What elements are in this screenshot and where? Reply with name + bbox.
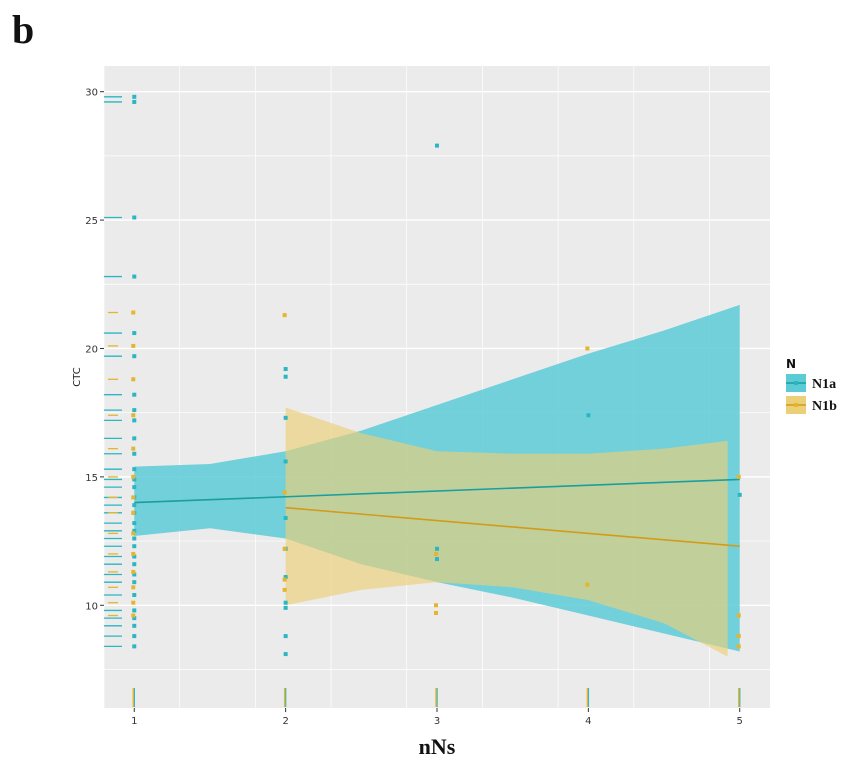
data-point-n1a bbox=[132, 634, 137, 639]
data-point-n1a bbox=[132, 467, 137, 472]
y-tick-label: 20 bbox=[85, 344, 98, 355]
y-tick-label: 15 bbox=[85, 473, 98, 484]
confidence-bands bbox=[134, 304, 740, 657]
data-point-n1b bbox=[282, 546, 287, 551]
data-point-n1b bbox=[434, 551, 438, 556]
data-point-n1b bbox=[736, 613, 741, 618]
data-point-n1a bbox=[132, 562, 137, 567]
data-point-n1a bbox=[283, 367, 288, 372]
data-point-n1a bbox=[132, 616, 137, 621]
data-point-n1b bbox=[131, 551, 136, 556]
data-point-n1b bbox=[131, 446, 136, 451]
data-point-n1a bbox=[132, 580, 137, 585]
data-point-n1a bbox=[132, 331, 137, 336]
axis-ticks: 1 2 3 4 5 10 15 20 25 30 bbox=[85, 88, 743, 727]
data-point-n1a bbox=[132, 503, 137, 508]
data-point-n1b bbox=[282, 313, 287, 318]
data-point-n1a bbox=[132, 354, 137, 359]
data-point-n1a bbox=[132, 274, 137, 279]
legend-label-n1a: N1a bbox=[812, 377, 836, 392]
data-point-n1a bbox=[132, 608, 137, 613]
data-point-n1a bbox=[283, 634, 288, 639]
data-point-n1b bbox=[282, 587, 287, 592]
x-tick-label: 3 bbox=[434, 716, 440, 727]
data-point-n1a bbox=[283, 605, 288, 610]
data-point-n1b bbox=[736, 634, 741, 639]
trend-line-n1a bbox=[134, 478, 740, 504]
data-point-n1b bbox=[736, 644, 741, 649]
data-point-n1a bbox=[132, 544, 137, 549]
data-point-n1a bbox=[283, 374, 288, 379]
legend-title: N bbox=[786, 357, 796, 371]
data-point-n1a bbox=[132, 623, 137, 628]
data-point-n1b bbox=[131, 310, 136, 315]
data-point-n1b bbox=[434, 603, 438, 608]
data-point-n1b bbox=[131, 413, 136, 418]
data-point-n1a bbox=[132, 477, 137, 482]
legend: N N1a N1b bbox=[786, 357, 837, 414]
data-point-n1a bbox=[435, 557, 439, 562]
data-point-n1a bbox=[132, 215, 137, 220]
data-point-n1b bbox=[434, 610, 438, 615]
x-tick-label: 5 bbox=[737, 716, 743, 727]
data-point-n1a bbox=[283, 575, 288, 580]
data-point-n1a bbox=[132, 485, 137, 490]
data-point-n1a bbox=[283, 600, 288, 605]
data-point-n1b bbox=[736, 474, 741, 479]
data-point-n1a bbox=[283, 459, 288, 464]
y-axis-title: CTC bbox=[72, 367, 83, 387]
data-point-n1b bbox=[131, 343, 136, 348]
data-point-n1a bbox=[435, 143, 439, 148]
data-point-n1a bbox=[132, 644, 137, 649]
data-point-n1a bbox=[132, 436, 137, 441]
data-point-n1a bbox=[132, 94, 137, 99]
y-tick-label: 30 bbox=[85, 88, 98, 99]
data-point-n1a bbox=[132, 99, 137, 104]
data-point-n1b bbox=[282, 577, 287, 582]
data-point-n1a bbox=[132, 451, 137, 456]
data-point-n1a bbox=[132, 418, 137, 423]
data-point-n1b bbox=[131, 585, 136, 590]
data-point-n1a bbox=[283, 652, 288, 657]
data-point-n1b bbox=[131, 600, 136, 605]
data-point-n1a bbox=[737, 492, 742, 497]
x-axis-title: nNs bbox=[419, 734, 456, 759]
trend-line-n1b bbox=[285, 506, 740, 548]
data-point-n1b bbox=[282, 490, 287, 495]
legend-key-point-n1b bbox=[794, 403, 798, 407]
data-point-n1b bbox=[585, 346, 590, 351]
data-point-n1b bbox=[131, 495, 136, 500]
data-point-n1a bbox=[132, 408, 137, 413]
panel-letter: b bbox=[12, 7, 35, 52]
data-point-n1a bbox=[132, 392, 137, 397]
confidence-band-n1b bbox=[285, 407, 728, 657]
legend-label-n1b: N1b bbox=[812, 399, 837, 414]
x-tick-label: 1 bbox=[131, 716, 137, 727]
data-point-n1b bbox=[131, 510, 136, 515]
data-point-n1b bbox=[131, 613, 136, 618]
data-point-n1a bbox=[283, 515, 288, 520]
data-point-n1a bbox=[586, 413, 591, 418]
trend-lines bbox=[134, 478, 740, 548]
x-tick-label: 4 bbox=[585, 716, 591, 727]
legend-key-point-n1a bbox=[794, 381, 798, 385]
data-point-n1a bbox=[435, 546, 439, 551]
x-tick-label: 2 bbox=[282, 716, 288, 727]
data-point-n1a bbox=[283, 415, 288, 420]
data-point-n1b bbox=[131, 377, 136, 382]
data-point-n1a bbox=[132, 536, 137, 541]
data-point-n1b bbox=[585, 582, 590, 587]
data-point-n1a bbox=[132, 521, 137, 526]
data-point-n1b bbox=[131, 474, 136, 479]
data-point-n1b bbox=[131, 569, 136, 574]
data-point-n1a bbox=[132, 554, 137, 559]
y-tick-label: 10 bbox=[85, 601, 98, 612]
data-points bbox=[104, 94, 742, 707]
data-point-n1a bbox=[132, 593, 137, 598]
y-tick-label: 25 bbox=[85, 216, 98, 227]
data-point-n1a bbox=[132, 528, 137, 533]
data-point-n1a bbox=[132, 572, 137, 577]
data-point-n1b bbox=[131, 531, 136, 536]
